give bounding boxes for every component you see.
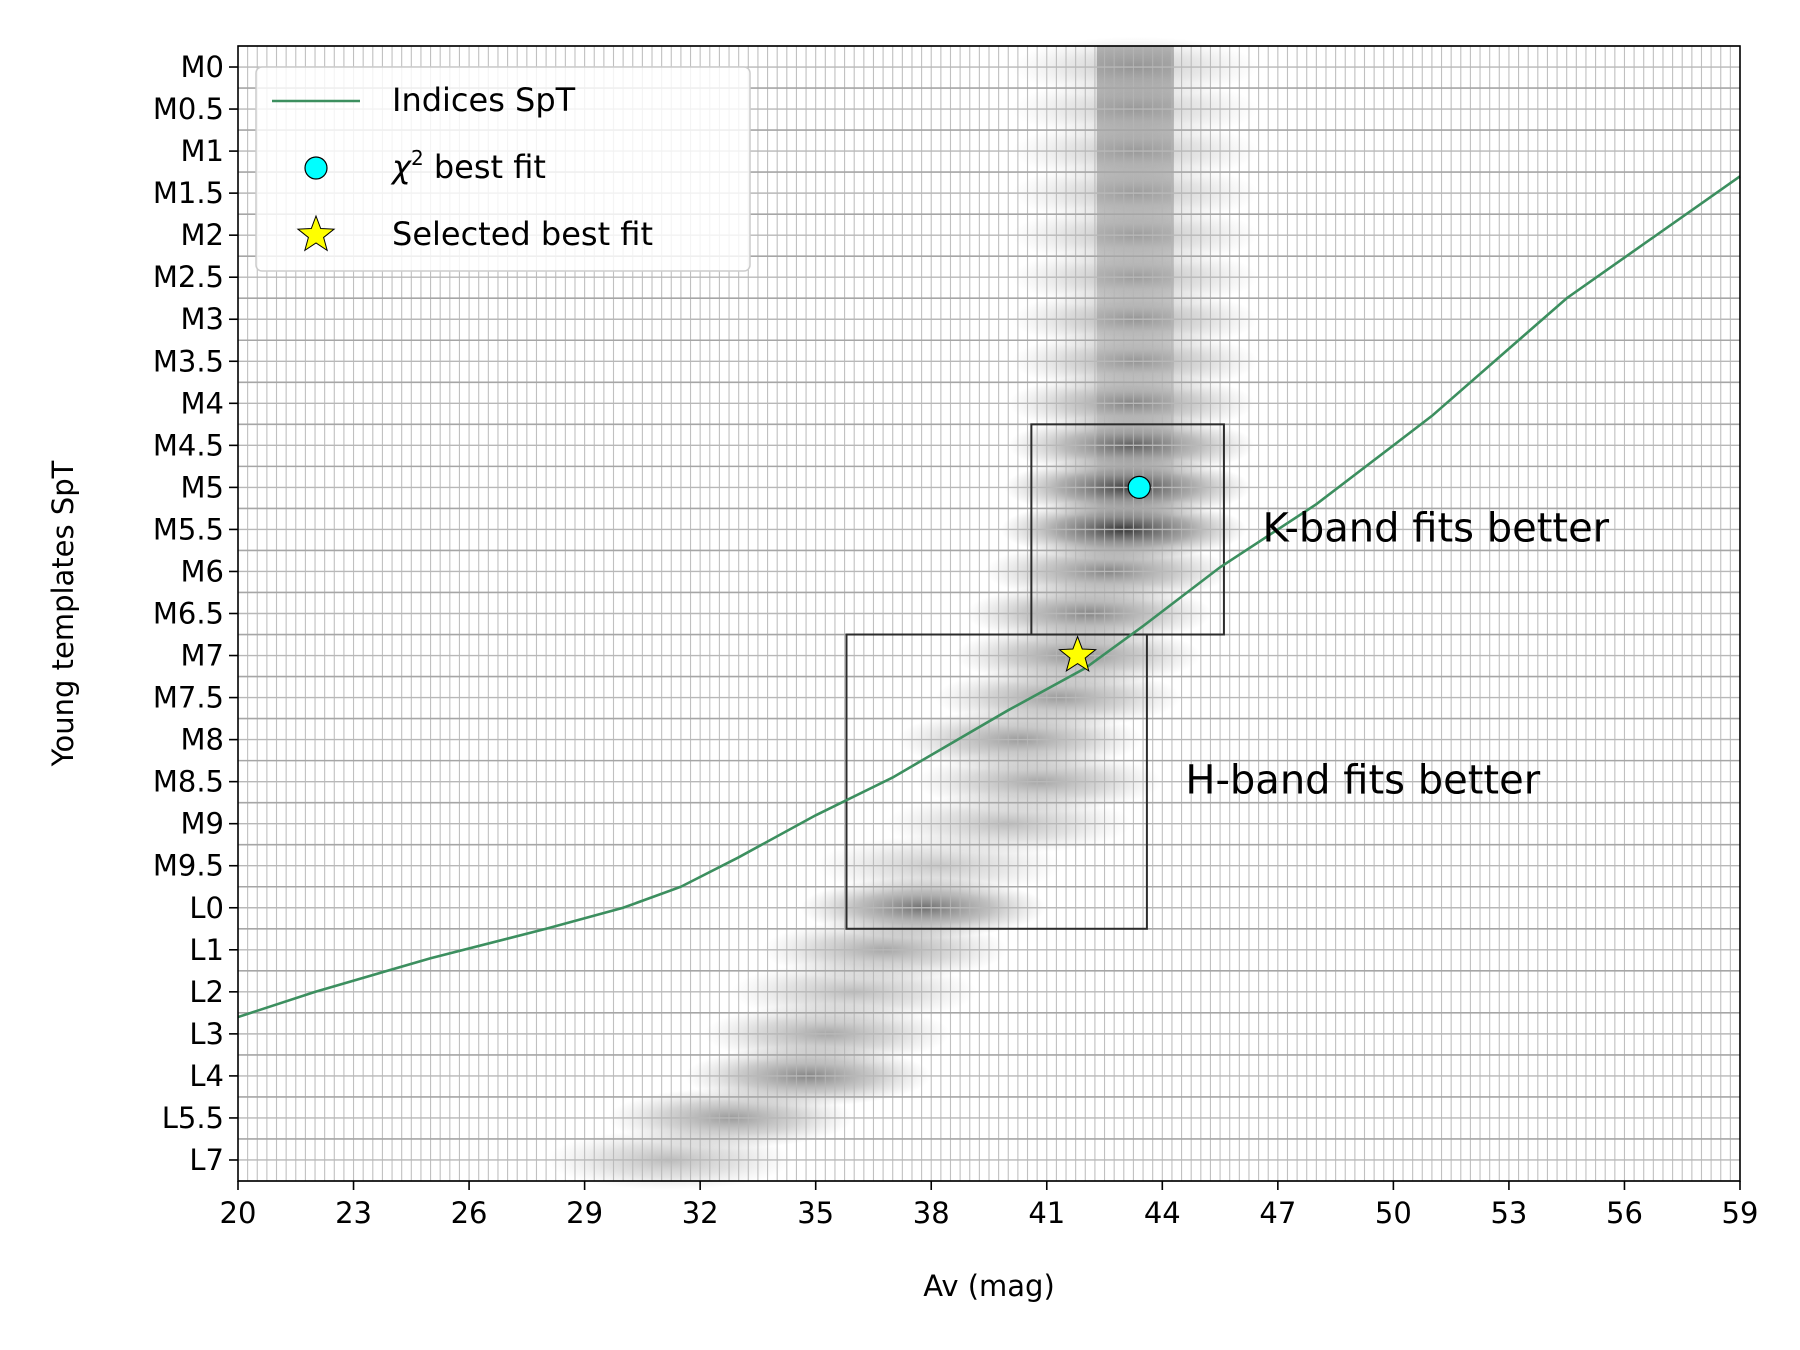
x-tick-label: 35 [797,1196,834,1230]
x-tick-label: 26 [451,1196,488,1230]
x-tick-label: 38 [913,1196,950,1230]
x-tick-label: 44 [1144,1196,1181,1230]
series-layer [237,175,1741,1019]
y-tick-label: L5.5 [162,1101,224,1135]
annotation-text: K-band fits better [1262,505,1609,551]
y-axis-label: Young templates SpT [46,460,80,767]
legend-label-chi: χ [390,148,412,186]
x-tick-label: 41 [1028,1196,1065,1230]
legend-label: Selected best fit [392,215,653,253]
y-tick-label: M7 [181,639,224,673]
annotation-layer: K-band fits better H-band fits better [1185,505,1609,803]
y-tick-label: M7.5 [153,681,224,715]
y-tick-label: M9 [181,807,224,841]
legend-label-sup: 2 [411,146,424,170]
y-tick-label: L0 [189,891,224,925]
x-tick-label: 50 [1375,1196,1412,1230]
indices-spt-line [237,175,1741,1019]
y-tick-label: M1 [181,134,224,168]
x-tick-label: 47 [1259,1196,1296,1230]
x-tick-label: 59 [1722,1196,1759,1230]
fit-box-h-band [845,633,1148,930]
y-tick-label: M3 [181,302,224,336]
legend-label: Indices SpT [392,81,576,119]
y-tick-label: M8.5 [153,765,224,799]
y-tick-label: M4.5 [153,428,224,462]
selected-best-fit-point [1058,635,1098,673]
y-tick-label: M0.5 [153,92,224,126]
box-layer [845,423,1225,930]
y-tick-label: M1.5 [153,176,224,210]
legend-box [255,66,751,272]
grid-layer [237,45,1741,1182]
axis-layer: 20 23 26 29 32 35 38 41 44 47 50 53 56 59 M0 M0.5 M1 M1.5… [153,50,1759,1230]
x-tick-label: 23 [335,1196,372,1230]
y-tick-label: M9.5 [153,849,224,883]
legend-layer: Indices SpT χ2 best fit Selected best fit [255,66,751,272]
chi2-best-fit-point [1127,475,1151,499]
y-tick-label: M2.5 [153,260,224,294]
y-tick-label: L2 [189,975,224,1009]
y-tick-label: M6 [181,554,224,588]
y-tick-label: M6.5 [153,597,224,631]
y-tick-label: L1 [189,933,224,967]
legend-label-rest: best fit [424,148,546,186]
y-tick-label: M5 [181,470,224,504]
y-tick-label: M3.5 [153,344,224,378]
x-tick-label: 56 [1606,1196,1643,1230]
annotation-text: H-band fits better [1185,758,1540,804]
y-tick-label: L4 [189,1059,224,1093]
x-tick-label: 29 [566,1196,603,1230]
y-tick-label: M2 [181,218,224,252]
y-tick-label: M0 [181,50,224,84]
y-tick-label: L3 [189,1017,224,1051]
y-tick-label: L7 [189,1143,224,1177]
x-tick-label: 53 [1490,1196,1527,1230]
legend-label: χ2 best fit [390,146,546,186]
x-tick-label: 20 [220,1196,257,1230]
legend-circle-icon [304,156,328,180]
x-axis-label: Av (mag) [923,1269,1055,1303]
x-tick-label: 32 [682,1196,719,1230]
y-tick-label: M5.5 [153,512,224,546]
legend-star-icon [296,214,336,252]
y-tick-label: M8 [181,723,224,757]
y-tick-label: M4 [181,386,224,420]
